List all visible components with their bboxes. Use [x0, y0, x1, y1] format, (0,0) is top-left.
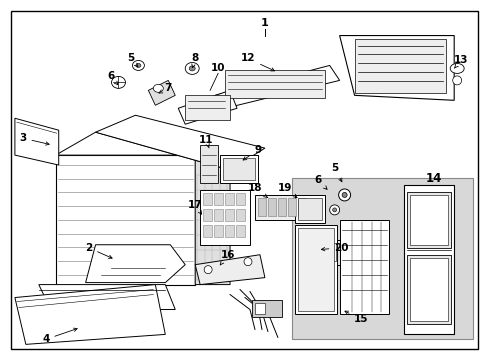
Bar [185, 95, 229, 120]
Bar [297, 198, 321, 220]
Text: 5: 5 [330, 163, 341, 182]
Bar [277, 198, 285, 216]
Text: 18: 18 [247, 183, 267, 198]
Bar [297, 228, 333, 311]
Ellipse shape [153, 84, 163, 92]
Bar [214, 193, 223, 205]
Ellipse shape [185, 62, 199, 75]
Polygon shape [215, 66, 339, 108]
Bar [287, 198, 295, 216]
Polygon shape [15, 285, 165, 345]
Text: 2: 2 [85, 243, 112, 258]
Ellipse shape [203, 266, 212, 274]
Ellipse shape [332, 208, 336, 212]
Polygon shape [148, 80, 175, 105]
Ellipse shape [136, 63, 141, 67]
Bar [254, 302, 264, 315]
Bar [325, 243, 335, 261]
Bar [258, 198, 265, 216]
Bar [220, 155, 258, 183]
Text: 4: 4 [42, 328, 77, 345]
Text: 16: 16 [220, 250, 235, 265]
Polygon shape [95, 115, 264, 170]
Bar [409, 258, 447, 321]
Bar [203, 225, 212, 237]
Bar [254, 195, 309, 220]
Bar [339, 220, 388, 315]
Bar [236, 193, 244, 205]
Polygon shape [407, 255, 450, 324]
Ellipse shape [189, 66, 195, 71]
Bar [236, 209, 244, 221]
Bar [307, 243, 322, 261]
Bar [236, 225, 244, 237]
Bar [214, 225, 223, 237]
Text: 9: 9 [243, 145, 261, 160]
Bar [200, 145, 218, 183]
Bar [304, 240, 339, 265]
Text: 12: 12 [240, 54, 274, 71]
Text: 3: 3 [19, 133, 49, 145]
Text: 11: 11 [199, 135, 213, 148]
Bar [291, 178, 472, 339]
Text: 13: 13 [453, 55, 468, 68]
Ellipse shape [342, 193, 346, 197]
Ellipse shape [244, 258, 251, 266]
Polygon shape [195, 155, 229, 285]
Bar [354, 39, 446, 93]
Bar [251, 300, 281, 318]
Text: 10: 10 [210, 63, 225, 73]
Polygon shape [407, 192, 450, 248]
Polygon shape [56, 155, 195, 285]
Bar [203, 193, 212, 205]
Ellipse shape [132, 60, 144, 71]
Bar [224, 71, 324, 98]
Ellipse shape [329, 205, 339, 215]
Text: 6: 6 [107, 71, 118, 85]
Ellipse shape [452, 76, 461, 85]
Text: 8: 8 [191, 54, 199, 68]
Ellipse shape [338, 189, 350, 201]
Text: 6: 6 [313, 175, 326, 189]
Bar [267, 198, 275, 216]
Bar [294, 195, 324, 223]
Polygon shape [39, 285, 175, 310]
Polygon shape [404, 185, 453, 334]
Text: 20: 20 [321, 243, 348, 253]
Text: 14: 14 [425, 171, 442, 185]
Bar [203, 209, 212, 221]
Ellipse shape [449, 63, 463, 73]
Text: 15: 15 [344, 311, 368, 324]
Polygon shape [178, 90, 237, 124]
Polygon shape [56, 132, 229, 170]
Bar [223, 158, 254, 180]
Text: 7: 7 [159, 84, 172, 93]
Text: 19: 19 [277, 183, 296, 198]
Polygon shape [195, 255, 264, 285]
Bar [200, 190, 249, 245]
Bar [224, 209, 234, 221]
Ellipse shape [111, 76, 125, 88]
Polygon shape [339, 36, 453, 100]
Polygon shape [15, 118, 59, 165]
Bar [224, 225, 234, 237]
Text: 5: 5 [126, 54, 138, 67]
Polygon shape [85, 245, 185, 283]
Bar [224, 193, 234, 205]
Text: 17: 17 [187, 200, 202, 214]
Bar [294, 225, 336, 315]
Bar [297, 198, 305, 216]
Text: 1: 1 [261, 18, 268, 28]
Bar [214, 209, 223, 221]
Bar [409, 195, 447, 245]
